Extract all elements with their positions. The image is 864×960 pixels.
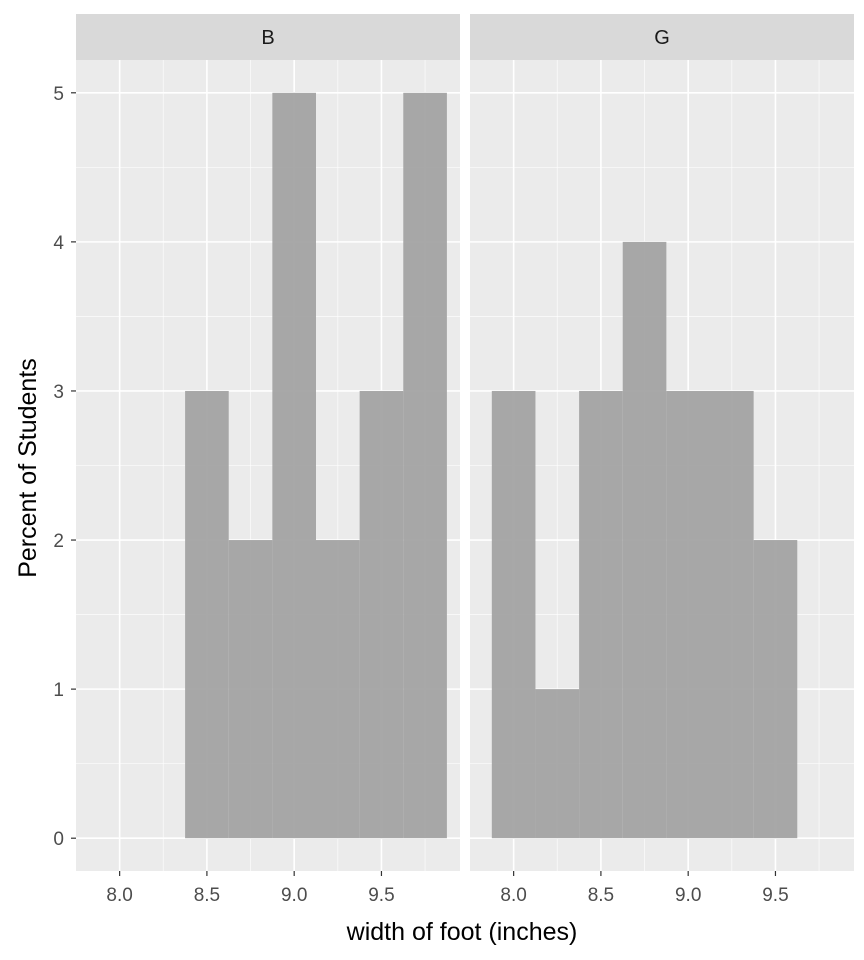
x-tick-label: 8.0 xyxy=(106,885,132,906)
x-tick-label: 9.5 xyxy=(762,885,788,906)
histogram-bar xyxy=(666,390,710,839)
facet-strip-label: G xyxy=(654,27,670,49)
histogram-bar xyxy=(272,92,316,839)
x-tick-label: 8.5 xyxy=(194,885,220,906)
histogram-bar xyxy=(316,540,360,839)
x-tick-label: 9.0 xyxy=(675,885,701,906)
histogram-bar xyxy=(185,390,229,839)
histogram-bar xyxy=(228,540,273,839)
histogram-bar xyxy=(535,689,580,839)
histogram-bar xyxy=(579,390,623,839)
y-tick-label: 1 xyxy=(53,680,64,701)
facet-panel-B: B 8.0 8.5 9.0 9.5 xyxy=(76,14,460,906)
y-tick-label: 3 xyxy=(53,382,64,403)
histogram-bar xyxy=(359,390,404,839)
y-tick-label: 0 xyxy=(53,829,64,850)
facet-strip xyxy=(76,14,460,60)
y-axis-title: Percent of Students xyxy=(14,358,42,578)
x-tick-label: 9.0 xyxy=(281,885,307,906)
histogram-bar xyxy=(753,540,798,839)
x-axis-title: width of foot (inches) xyxy=(346,918,578,946)
histogram-bar xyxy=(710,390,754,839)
facet-strip-label: B xyxy=(261,27,274,49)
y-tick-label: 4 xyxy=(53,233,64,254)
x-tick-label: 8.0 xyxy=(500,885,526,906)
x-tick-label: 8.5 xyxy=(588,885,614,906)
facet-panel-G: G 8.0 8.5 9.0 9.5 xyxy=(470,14,854,906)
y-tick-label: 2 xyxy=(53,531,64,552)
histogram-bar xyxy=(622,241,667,839)
histogram-bar xyxy=(491,390,536,839)
y-tick-label: 5 xyxy=(53,84,64,105)
x-tick-label: 9.5 xyxy=(368,885,394,906)
facet-strip xyxy=(470,14,854,60)
histogram-bar xyxy=(403,92,447,839)
